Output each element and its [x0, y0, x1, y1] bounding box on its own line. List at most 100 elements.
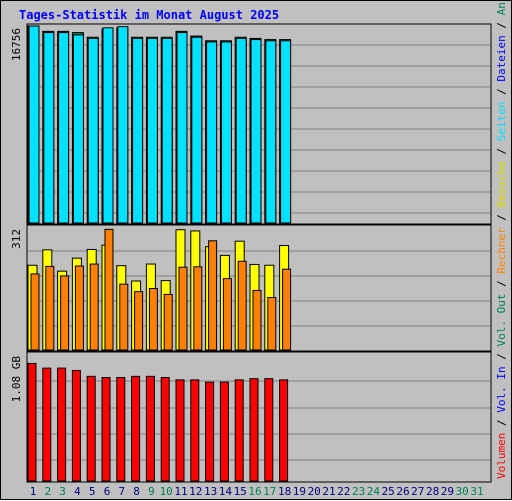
- legend-separator: /: [495, 413, 508, 433]
- bar-seiten-day-11: [176, 32, 188, 224]
- bar-volumen-day-10: [160, 377, 170, 482]
- bar-volumen-day-7: [116, 377, 126, 482]
- x-tick-label: 13: [204, 485, 217, 498]
- x-tick-label: 12: [189, 485, 202, 498]
- bar-volumen-day-16: [249, 378, 259, 482]
- bar-seiten-day-18: [280, 40, 292, 224]
- legend-item: Seiten: [495, 101, 508, 141]
- x-tick-label: 26: [396, 485, 409, 498]
- legend-item: Anfragen: [495, 1, 508, 15]
- bar-rechner-day-11: [178, 266, 188, 351]
- bar-volumen-day-6: [101, 377, 111, 482]
- legend-item: Volumen: [495, 433, 508, 479]
- max-label-volume: 1.08 GB: [10, 356, 23, 403]
- x-tick-label: 9: [148, 485, 155, 498]
- legend-separator: /: [495, 15, 508, 35]
- legend-separator: /: [495, 274, 508, 294]
- bar-rechner-day-15: [237, 260, 247, 351]
- bar-volumen-day-11: [175, 379, 185, 482]
- x-tick-label: 10: [160, 485, 173, 498]
- bar-seiten-day-17: [265, 40, 277, 224]
- bar-volumen-day-17: [264, 378, 274, 482]
- x-tick-label: 18: [278, 485, 291, 498]
- bar-volumen-day-4: [71, 369, 81, 482]
- bar-volumen-day-2: [42, 367, 52, 482]
- bar-rechner-day-8: [134, 291, 144, 351]
- bar-volumen-day-5: [86, 375, 96, 482]
- bar-seiten-day-6: [102, 27, 114, 224]
- legend-item: Dateien: [495, 35, 508, 81]
- bar-seiten-day-10: [161, 37, 173, 224]
- x-tick-label: 22: [337, 485, 350, 498]
- x-tick-label: 28: [426, 485, 439, 498]
- bar-rechner-day-1: [30, 273, 40, 351]
- bar-seiten-day-2: [43, 32, 55, 224]
- bar-seiten-day-14: [220, 41, 232, 224]
- x-tick-label: 5: [89, 485, 96, 498]
- bar-seiten-day-3: [58, 32, 70, 224]
- legend: Volumen / Vol. In / Vol. Out / Rechner /…: [495, 1, 508, 479]
- bar-rechner-day-5: [89, 263, 99, 351]
- legend-separator: /: [495, 207, 508, 227]
- x-tick-label: 1: [30, 485, 37, 498]
- bar-volumen-day-9: [145, 375, 155, 482]
- x-tick-label: 7: [118, 485, 125, 498]
- bar-rechner-day-4: [74, 265, 84, 351]
- x-tick-label: 16: [248, 485, 261, 498]
- legend-item: Besuche: [495, 161, 508, 207]
- bar-seiten-day-8: [132, 37, 144, 224]
- x-tick-label: 6: [104, 485, 111, 498]
- bar-volumen-day-18: [279, 379, 289, 482]
- x-tick-label: 2: [44, 485, 51, 498]
- x-tick-label: 4: [74, 485, 81, 498]
- bar-volumen-day-1: [27, 362, 37, 482]
- x-tick-label: 24: [367, 485, 381, 498]
- max-label-requests: 16756: [10, 28, 23, 61]
- bar-seiten-day-12: [191, 36, 203, 224]
- bar-volumen-day-13: [205, 381, 215, 482]
- max-label-visits: 312: [10, 229, 23, 249]
- bar-seiten-day-15: [235, 37, 247, 224]
- bar-seiten-day-9: [146, 37, 158, 224]
- x-tick-label: 19: [293, 485, 306, 498]
- bar-volumen-day-15: [234, 379, 244, 482]
- legend-separator: /: [495, 347, 508, 367]
- x-tick-label: 20: [308, 485, 321, 498]
- bar-seiten-day-7: [117, 26, 129, 224]
- bar-volumen-day-8: [131, 375, 141, 482]
- x-tick-label: 23: [352, 485, 365, 498]
- bar-rechner-day-16: [252, 289, 262, 351]
- bar-seiten-day-16: [250, 39, 262, 224]
- bar-volumen-day-12: [190, 379, 200, 482]
- bar-rechner-day-10: [163, 293, 173, 351]
- bar-volumen-day-14: [219, 381, 229, 482]
- bar-rechner-day-9: [148, 288, 158, 351]
- x-tick-label: 21: [322, 485, 335, 498]
- bar-rechner-day-2: [45, 265, 55, 351]
- bar-rechner-day-7: [119, 283, 129, 351]
- bar-seiten-day-5: [87, 37, 99, 224]
- x-tick-label: 17: [263, 485, 276, 498]
- x-tick-label: 8: [133, 485, 140, 498]
- x-tick-label: 27: [411, 485, 424, 498]
- x-tick-label: 11: [174, 485, 187, 498]
- x-tick-label: 29: [441, 485, 454, 498]
- bar-rechner-day-12: [193, 266, 203, 351]
- chart-title: Tages-Statistik im Monat August 2025: [19, 8, 280, 22]
- bar-rechner-day-14: [222, 278, 232, 351]
- x-tick-label: 15: [234, 485, 247, 498]
- bar-rechner-day-18: [282, 268, 292, 351]
- bar-rechner-day-3: [60, 275, 70, 351]
- bar-seiten-day-4: [72, 34, 84, 224]
- bar-seiten-day-1: [28, 25, 40, 224]
- bar-rechner-day-17: [267, 297, 277, 351]
- x-tick-label: 14: [219, 485, 233, 498]
- x-tick-label: 30: [456, 485, 469, 498]
- legend-separator: /: [495, 141, 508, 161]
- bar-rechner-day-6: [104, 228, 114, 351]
- bar-seiten-day-13: [206, 41, 218, 224]
- x-tick-label: 3: [59, 485, 66, 498]
- bar-volumen-day-3: [57, 367, 67, 482]
